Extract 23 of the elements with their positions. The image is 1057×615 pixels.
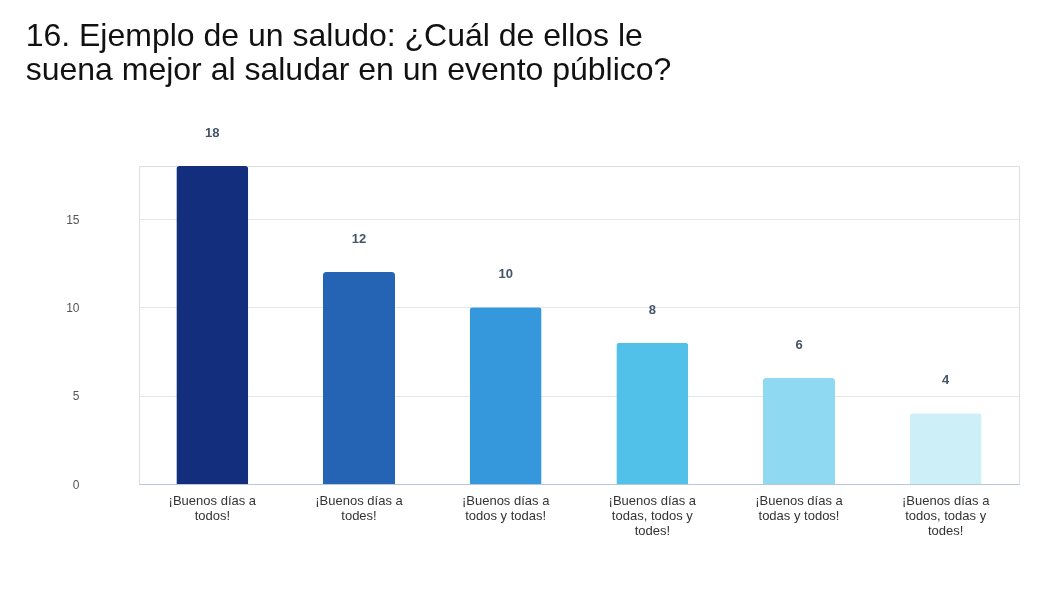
data-label: 4 bbox=[942, 372, 951, 388]
bar bbox=[616, 342, 689, 484]
y-tick-label: 15 bbox=[66, 212, 80, 227]
y-tick-label: 10 bbox=[66, 300, 80, 315]
x-tick-label: ¡Buenos días a todas y todos! bbox=[755, 492, 844, 523]
data-label: 18 bbox=[205, 125, 220, 140]
bar bbox=[909, 413, 982, 484]
bar bbox=[323, 272, 395, 484]
y-tick-label: 0 bbox=[72, 477, 80, 492]
data-label: 10 bbox=[498, 266, 513, 282]
data-label: 6 bbox=[795, 337, 803, 352]
x-tick-label: ¡Buenos días a todos! bbox=[168, 492, 257, 523]
y-tick-label: 5 bbox=[72, 389, 80, 404]
bar bbox=[176, 166, 249, 484]
x-tick-label: ¡Buenos días a todas, todos y todes! bbox=[608, 492, 697, 538]
bar bbox=[469, 307, 542, 484]
data-label: 8 bbox=[648, 301, 656, 317]
x-tick-label: ¡Buenos días a todes! bbox=[315, 492, 404, 523]
bar bbox=[763, 378, 835, 484]
data-label: 12 bbox=[351, 231, 367, 246]
x-tick-label: ¡Buenos días a todos, todas y todes! bbox=[901, 492, 991, 538]
chart-title: 16. Ejemplo de un saludo: ¿Cuál de ellos le suena mejor al saludar en un evento público? bbox=[25, 17, 672, 87]
x-tick-label: ¡Buenos días a todos y todas! bbox=[461, 492, 551, 523]
